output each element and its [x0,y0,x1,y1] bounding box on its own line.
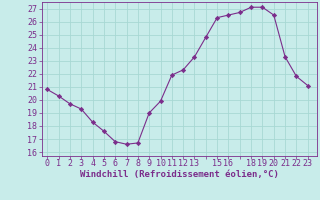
X-axis label: Windchill (Refroidissement éolien,°C): Windchill (Refroidissement éolien,°C) [80,170,279,179]
